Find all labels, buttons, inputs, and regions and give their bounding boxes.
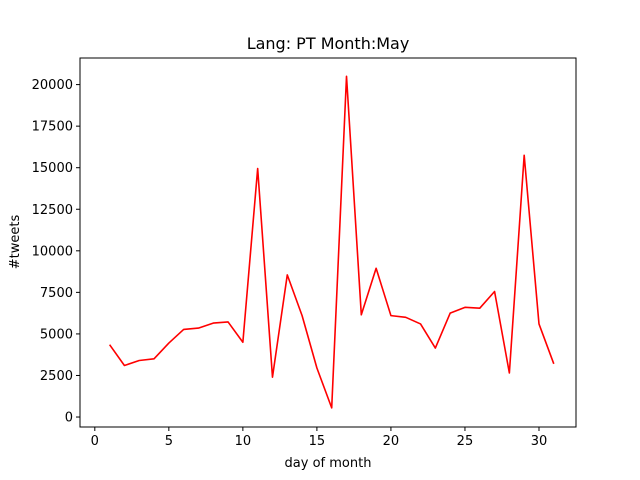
y-tick-label: 2500 <box>40 369 73 384</box>
y-tick-label: 17500 <box>32 120 73 135</box>
y-axis-label: #tweets <box>8 215 23 270</box>
y-tick-label: 0 <box>65 411 73 426</box>
x-tick-label: 25 <box>457 434 474 449</box>
x-tick-label: 30 <box>531 434 548 449</box>
x-tick-label: 5 <box>165 434 173 449</box>
y-axis: 0 2500 5000 7500 10000 12500 15000 17500 20000 <box>32 78 80 426</box>
x-tick-label: 15 <box>309 434 326 449</box>
y-tick-label: 5000 <box>40 327 73 342</box>
x-tick-label: 0 <box>91 434 99 449</box>
series-line <box>108 75 555 409</box>
x-axis-label: day of month <box>285 456 372 471</box>
x-tick-label: 20 <box>383 434 400 449</box>
y-tick-label: 10000 <box>32 244 73 259</box>
series-layer <box>108 75 555 409</box>
x-tick-label: 10 <box>235 434 252 449</box>
y-tick-label: 15000 <box>32 161 73 176</box>
x-axis: 0 5 10 15 20 25 30 <box>91 427 548 449</box>
chart-title: Lang: PT Month:May <box>247 34 410 53</box>
y-tick-label: 20000 <box>32 78 73 93</box>
plot-area <box>79 57 577 428</box>
y-tick-label: 7500 <box>40 286 73 301</box>
y-tick-label: 12500 <box>32 203 73 218</box>
